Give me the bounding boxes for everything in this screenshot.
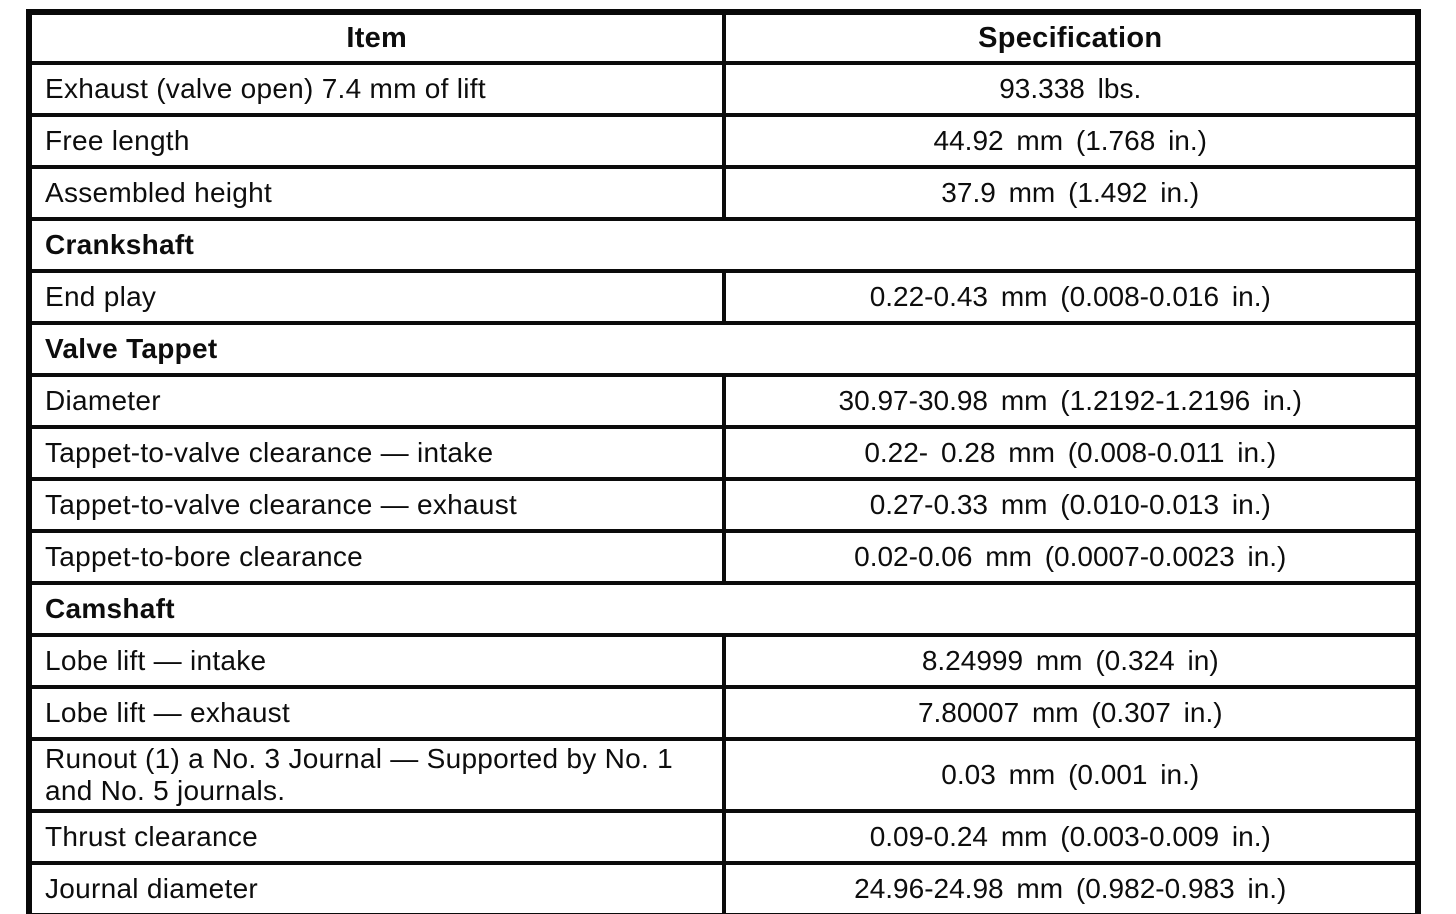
spec-cell: 37.9 mm (1.492 in.) (721, 165, 1420, 221)
spec-cell: 30.97-30.98 mm (1.2192-1.2196 in.) (721, 373, 1420, 429)
spec-table-body: Exhaust (valve open) 7.4 mm of lift 93.33… (27, 61, 1420, 914)
item-cell: Assembled height (27, 165, 726, 221)
spec-cell: 0.22-0.43 mm (0.008-0.016 in.) (721, 269, 1420, 325)
spec-cell: 0.27-0.33 mm (0.010-0.013 in.) (721, 477, 1420, 533)
table-row: Tappet-to-valve clearance — intake 0.22- … (27, 425, 1420, 481)
spec-cell: 0.02-0.06 mm (0.0007-0.0023 in.) (721, 529, 1420, 585)
spec-cell: 8.24999 mm (0.324 in) (721, 633, 1420, 689)
item-cell: Runout (1) a No. 3 Journal — Supported b… (27, 736, 726, 814)
section-row: Valve Tappet (27, 321, 1420, 377)
item-cell: Exhaust (valve open) 7.4 mm of lift (27, 61, 726, 117)
table-row: Journal diameter 24.96-24.98 mm (0.982-0.… (27, 861, 1420, 914)
section-title: Crankshaft (27, 217, 1420, 273)
table-row: Tappet-to-bore clearance 0.02-0.06 mm (0.… (27, 529, 1420, 585)
item-cell: Journal diameter (27, 861, 726, 914)
spec-cell: 0.22- 0.28 mm (0.008-0.011 in.) (721, 425, 1420, 481)
item-cell: Tappet-to-valve clearance — intake (27, 425, 726, 481)
column-header-item: Item (27, 10, 726, 65)
spec-cell: 7.80007 mm (0.307 in.) (721, 685, 1420, 741)
item-cell: Lobe lift — intake (27, 633, 726, 689)
column-header-specification: Specification (721, 10, 1420, 65)
specifications-table: Item Specification Exhaust (valve open) … (26, 9, 1421, 914)
item-cell: Diameter (27, 373, 726, 429)
spec-cell: 24.96-24.98 mm (0.982-0.983 in.) (721, 861, 1420, 914)
table-row: Runout (1) a No. 3 Journal — Supported b… (27, 736, 1420, 814)
table-row: Assembled height 37.9 mm (1.492 in.) (27, 165, 1420, 221)
item-cell: Thrust clearance (27, 809, 726, 866)
spec-cell: 0.03 mm (0.001 in.) (721, 736, 1420, 814)
table-row: Tappet-to-valve clearance — exhaust 0.27-… (27, 477, 1420, 533)
table-row: Lobe lift — exhaust 7.80007 mm (0.307 in.… (27, 685, 1420, 741)
item-cell: Lobe lift — exhaust (27, 685, 726, 741)
section-title: Camshaft (27, 581, 1420, 637)
spec-cell: 0.09-0.24 mm (0.003-0.009 in.) (721, 809, 1420, 866)
table-row: Thrust clearance 0.09-0.24 mm (0.003-0.00… (27, 809, 1420, 866)
section-row: Camshaft (27, 581, 1420, 637)
table-row: Free length 44.92 mm (1.768 in.) (27, 113, 1420, 169)
table-row: Exhaust (valve open) 7.4 mm of lift 93.33… (27, 61, 1420, 117)
item-cell: End play (27, 269, 726, 325)
section-row: Crankshaft (27, 217, 1420, 273)
table-row: Lobe lift — intake 8.24999 mm (0.324 in) (27, 633, 1420, 689)
item-cell: Free length (27, 113, 726, 169)
item-cell: Tappet-to-valve clearance — exhaust (27, 477, 726, 533)
spec-cell: 44.92 mm (1.768 in.) (721, 113, 1420, 169)
section-title: Valve Tappet (27, 321, 1420, 377)
table-row: End play 0.22-0.43 mm (0.008-0.016 in.) (27, 269, 1420, 325)
item-cell: Tappet-to-bore clearance (27, 529, 726, 585)
header-row: Item Specification (27, 10, 1420, 65)
table-row: Diameter 30.97-30.98 mm (1.2192-1.2196 in… (27, 373, 1420, 429)
spec-cell: 93.338 lbs. (721, 61, 1420, 117)
